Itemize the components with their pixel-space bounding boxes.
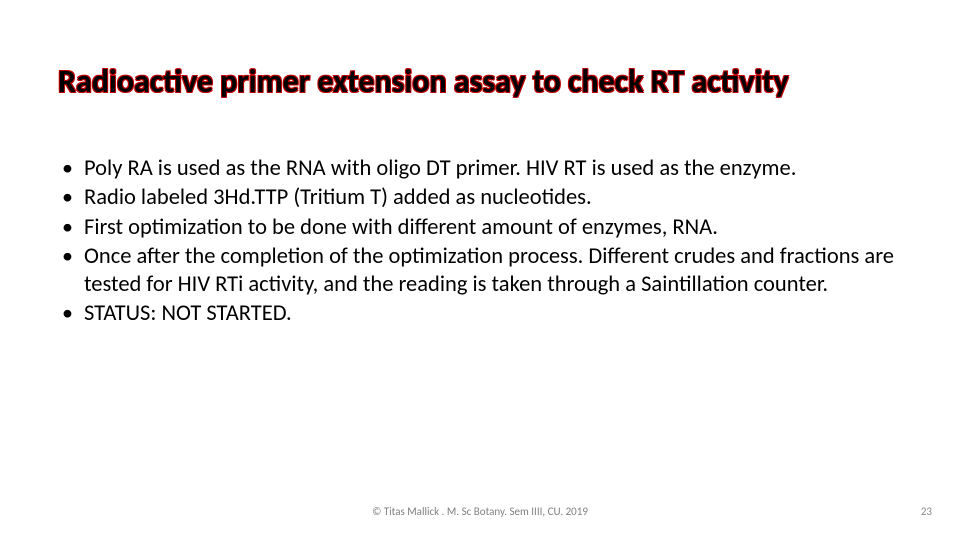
list-item: Once after the completion of the optimiz… (62, 243, 898, 298)
list-item: First optimization to be done with diffe… (62, 214, 898, 241)
bullet-text: Once after the completion of the optimiz… (84, 243, 894, 297)
bullet-text: First optimization to be done with diffe… (84, 214, 718, 241)
bullet-list: Poly RA is used as the RNA with oligo DT… (62, 155, 898, 330)
list-item: STATUS: NOT STARTED. (62, 300, 898, 327)
slide-title: Radioactive primer extension assay to ch… (58, 64, 902, 101)
bullet-text: STATUS: NOT STARTED. (84, 300, 292, 327)
list-item: Poly RA is used as the RNA with oligo DT… (62, 155, 898, 182)
bullet-text: Poly RA is used as the RNA with oligo DT… (84, 155, 796, 182)
footer-credit: © Titas Mallick . M. Sc Botany. Sem IIII… (0, 505, 960, 518)
page-number: 23 (921, 505, 932, 518)
slide: Radioactive primer extension assay to ch… (0, 0, 960, 540)
bullet-text: Radio labeled 3Hd.TTP (Tritium T) added … (84, 184, 592, 211)
list-item: Radio labeled 3Hd.TTP (Tritium T) added … (62, 184, 898, 211)
